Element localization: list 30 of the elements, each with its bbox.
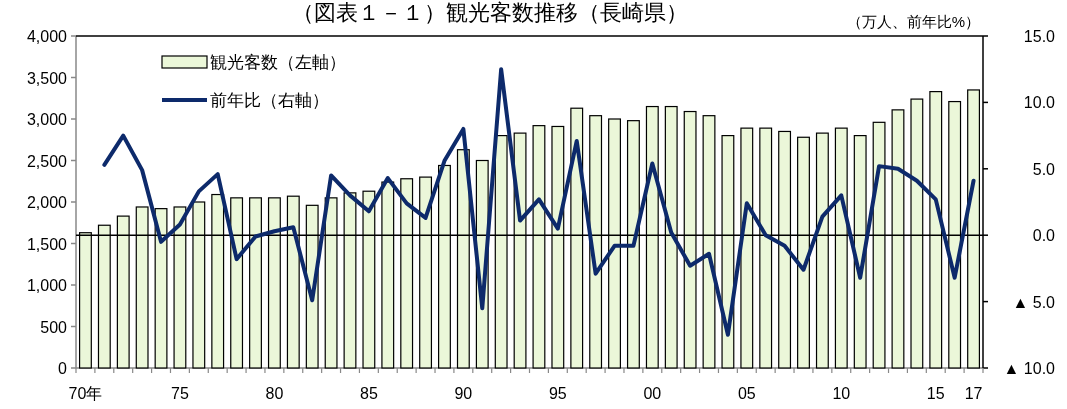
- title: （図表１－１）観光客数推移（長崎県）: [292, 0, 688, 25]
- xtick: 15: [926, 385, 945, 402]
- xtick: 85: [360, 385, 378, 402]
- xtick: 10: [832, 385, 851, 402]
- ytick: 2,500: [26, 152, 67, 170]
- ytick: 3,500: [26, 69, 67, 87]
- y2tick: 0.0: [1032, 227, 1055, 245]
- ytick: 1,000: [26, 277, 67, 294]
- xtick: 75: [171, 385, 189, 402]
- legend-label: 前年比（右軸）: [210, 91, 329, 110]
- xtick: 95: [548, 385, 567, 402]
- xtick: 90: [454, 385, 473, 402]
- xtick: 00: [643, 385, 662, 402]
- y2tick: 5.0: [1032, 160, 1055, 178]
- ytick: 1,500: [26, 235, 67, 253]
- xtick: 05: [737, 385, 756, 402]
- y2tick: ▲ 5.0: [1012, 293, 1055, 311]
- xtick: 70年: [68, 385, 103, 402]
- ytick: 0: [58, 360, 67, 377]
- ytick: 2,000: [26, 194, 67, 211]
- y2tick: ▲ 10.0: [1003, 360, 1055, 377]
- legend-label: 観光客数（左軸）: [210, 53, 346, 72]
- ytick: 3,000: [26, 111, 67, 128]
- y2tick: 10.0: [1023, 94, 1055, 112]
- xtick: 80: [265, 385, 284, 402]
- xtick: 17: [964, 385, 983, 402]
- y2tick: 15.0: [1023, 28, 1055, 45]
- annotation: （万人、前年比%）: [846, 13, 980, 30]
- ytick: 4,000: [26, 28, 67, 45]
- ytick: 500: [40, 318, 67, 336]
